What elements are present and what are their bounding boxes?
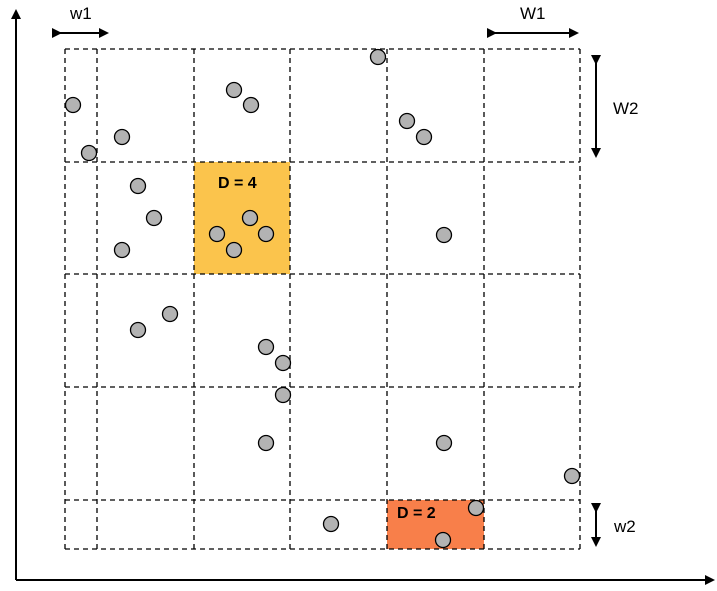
point: [64, 96, 82, 114]
W2-label: W2: [613, 99, 639, 118]
point: [225, 81, 243, 99]
point: [322, 515, 340, 533]
point: [80, 144, 98, 162]
point: [129, 177, 147, 195]
dashed-grid: [64, 48, 581, 550]
density-label-d4: D = 4: [218, 175, 257, 192]
w2-label: w2: [614, 517, 636, 536]
point: [274, 354, 292, 372]
point: [434, 531, 452, 549]
point: [208, 225, 226, 243]
point: [274, 386, 292, 404]
point: [145, 209, 163, 227]
point: [415, 128, 433, 146]
point: [257, 434, 275, 452]
point: [241, 209, 259, 227]
point: [257, 225, 275, 243]
point: [467, 499, 485, 517]
point: [369, 48, 387, 66]
point: [161, 305, 179, 323]
W1-label: W1: [520, 4, 546, 23]
w1-label: w1: [70, 4, 92, 23]
point: [113, 241, 131, 259]
points: [64, 48, 581, 549]
point: [225, 241, 243, 259]
point: [398, 112, 416, 130]
density-label-d2: D = 2: [397, 505, 436, 522]
point: [113, 128, 131, 146]
point: [563, 467, 581, 485]
point: [435, 434, 453, 452]
point: [129, 321, 147, 339]
point: [435, 226, 453, 244]
point: [257, 338, 275, 356]
point: [242, 96, 260, 114]
